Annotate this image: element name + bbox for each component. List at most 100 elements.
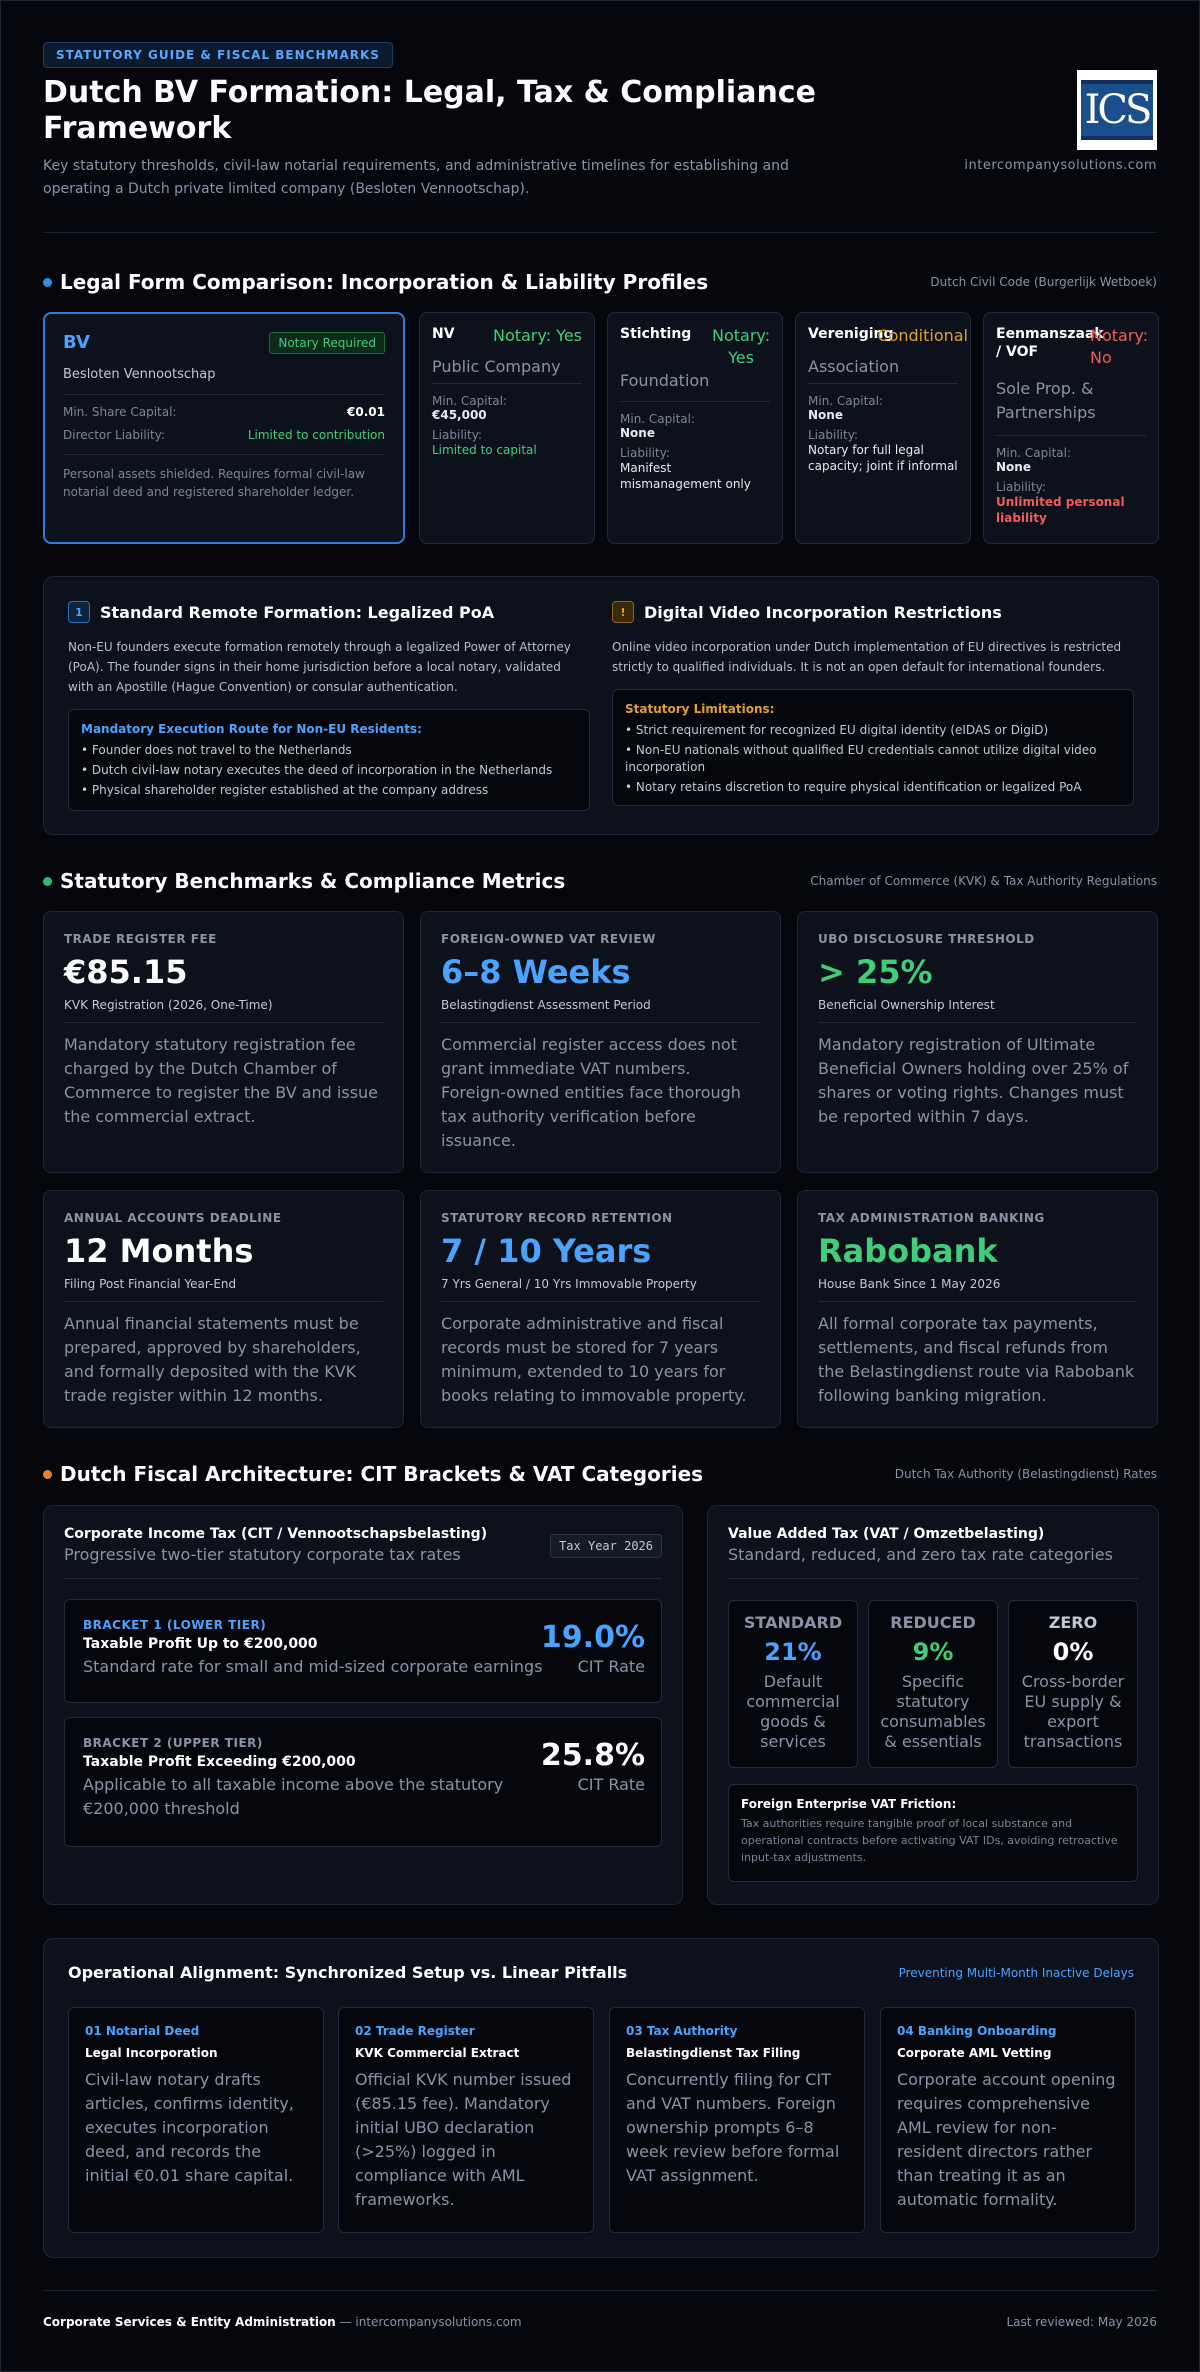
list-item: • Notary retains discretion to require p…	[625, 780, 1082, 794]
execution-route-box: Mandatory Execution Route for Non-EU Res…	[68, 709, 590, 811]
step-description: Civil-law notary drafts articles, confir…	[85, 2070, 294, 2185]
legal-form-card-eenmanszaak[interactable]: Eenmanszaak / VOF Notary: No Sole Prop. …	[983, 312, 1159, 544]
metric-subtitle: House Bank Since 1 May 2026	[818, 1277, 1001, 1291]
vat-rate-percent: 9%	[912, 1638, 954, 1666]
legal-form-name: Association	[808, 357, 900, 376]
metric-description: All formal corporate tax payments, settl…	[818, 1314, 1135, 1405]
footer-domain-link[interactable]: intercompanysolutions.com	[355, 2315, 522, 2329]
liability-label: Liability:	[620, 446, 670, 460]
cit-bracket-1: BRACKET 1 (LOWER TIER) Taxable Profit Up…	[64, 1599, 662, 1703]
vat-panel: Value Added Tax (VAT / Omzetbelasting) S…	[707, 1505, 1159, 1905]
cit-rate-value: 25.8%	[540, 1738, 645, 1773]
footer-separator: —	[335, 2315, 356, 2329]
operational-link[interactable]: Preventing Multi-Month Inactive Delays	[898, 1966, 1134, 1980]
section-dot-icon	[43, 1470, 52, 1479]
warning-icon: !	[612, 601, 634, 623]
divider	[64, 1578, 662, 1579]
list-item: • Founder does not travel to the Netherl…	[81, 743, 352, 757]
metric-card-annual-accounts: ANNUAL ACCOUNTS DEADLINE 12 Months Filin…	[43, 1190, 404, 1428]
legal-form-code: Vereniging	[808, 326, 894, 342]
metric-description: Commercial register access does not gran…	[441, 1035, 741, 1150]
metric-label: STATUTORY RECORD RETENTION	[441, 1211, 673, 1225]
vat-rate-percent: 21%	[764, 1638, 822, 1666]
metric-value: > 25%	[818, 953, 933, 991]
statutory-limitations-list: • Strict requirement for recognized EU d…	[625, 722, 1121, 796]
statutory-limitations-box: Statutory Limitations: • Strict requirem…	[612, 689, 1134, 806]
step-banking-onboarding: 04 Banking Onboarding Corporate AML Vett…	[880, 2007, 1136, 2233]
metric-description: Corporate administrative and fiscal reco…	[441, 1314, 747, 1405]
notary-status: Conditional	[877, 326, 968, 345]
cit-rate-label: CIT Rate	[577, 1775, 645, 1794]
metric-label: UBO DISCLOSURE THRESHOLD	[818, 932, 1035, 946]
bracket-label: BRACKET 1 (LOWER TIER)	[83, 1618, 267, 1632]
legal-form-card-top: Stichting Notary: Yes Foundation	[620, 325, 770, 395]
cit-title: Corporate Income Tax (CIT / Vennootschap…	[64, 1526, 488, 1542]
step-description: Concurrently filing for CIT and VAT numb…	[626, 2070, 840, 2185]
last-reviewed: Last reviewed: May 2026	[1006, 2315, 1157, 2329]
step-title: Corporate AML Vetting	[897, 2046, 1052, 2060]
legal-form-card-stichting[interactable]: Stichting Notary: Yes Foundation Min. Ca…	[607, 312, 783, 544]
min-capital-value: None	[620, 426, 655, 440]
metric-card-ubo-threshold: UBO DISCLOSURE THRESHOLD > 25% Beneficia…	[797, 911, 1158, 1173]
bracket-label: BRACKET 2 (UPPER TIER)	[83, 1736, 263, 1750]
step-number: 03 Tax Authority	[626, 2024, 738, 2038]
legal-form-card-top: Vereniging Conditional Association	[808, 325, 968, 377]
video-incorporation-title: Digital Video Incorporation Restrictions	[644, 602, 1002, 622]
legal-form-card-nv[interactable]: NV Notary: Yes Public Company Min. Capit…	[419, 312, 595, 544]
metric-description: Mandatory registration of Ultimate Benef…	[818, 1035, 1129, 1126]
notary-status: Notary: Yes	[492, 326, 582, 345]
bracket-rate: 25.8% CIT Rate	[541, 1738, 645, 1794]
divider	[64, 1022, 383, 1023]
header-domain-link[interactable]: intercompanysolutions.com	[964, 158, 1157, 173]
list-item: • Non-EU nationals without qualified EU …	[625, 743, 1097, 774]
legal-form-card-vereniging[interactable]: Vereniging Conditional Association Min. …	[795, 312, 971, 544]
metric-label: ANNUAL ACCOUNTS DEADLINE	[64, 1211, 282, 1225]
benchmarks-section-heading: Statutory Benchmarks & Compliance Metric…	[43, 866, 1157, 896]
fiscal-section-heading: Dutch Fiscal Architecture: CIT Brackets …	[43, 1459, 1157, 1489]
benchmarks-source: Chamber of Commerce (KVK) & Tax Authorit…	[810, 874, 1157, 888]
liability-value: Notary for full legal capacity; joint if…	[808, 443, 958, 473]
page-title: Dutch BV Formation: Legal, Tax & Complia…	[43, 75, 816, 146]
legal-form-code: BV	[63, 332, 90, 353]
step-description: Corporate account opening requires compr…	[897, 2070, 1116, 2209]
metric-description: Annual financial statements must be prep…	[64, 1314, 361, 1405]
metric-subtitle: KVK Registration (2026, One-Time)	[64, 998, 273, 1012]
legal-form-card-bv[interactable]: BV Notary Required Besloten Vennootschap…	[43, 312, 405, 544]
liability-label: Liability:	[432, 428, 482, 442]
formation-panel: 1 Standard Remote Formation: Legalized P…	[43, 576, 1159, 835]
legal-form-name: Public Company	[432, 357, 561, 376]
vat-rate-percent: 0%	[1052, 1638, 1094, 1666]
liability-value: Unlimited personal liability	[996, 495, 1125, 525]
metric-card-record-retention: STATUTORY RECORD RETENTION 7 / 10 Years …	[420, 1190, 781, 1428]
metric-card-tax-banking: TAX ADMINISTRATION BANKING Rabobank Hous…	[797, 1190, 1158, 1428]
divider	[728, 1578, 1138, 1579]
vat-rate-name: REDUCED	[890, 1613, 976, 1632]
share-capital-label: Min. Share Capital:	[63, 405, 177, 419]
divider	[620, 401, 770, 402]
step-number-badge: 1	[68, 601, 90, 623]
divider	[808, 383, 958, 384]
cit-bracket-2: BRACKET 2 (UPPER TIER) Taxable Profit Ex…	[64, 1717, 662, 1847]
divider	[996, 435, 1146, 436]
vat-rate-reduced: REDUCED 9% Specific statutory consumable…	[868, 1600, 998, 1768]
vat-friction-text: Tax authorities require tangible proof o…	[741, 1817, 1118, 1864]
metric-value: 7 / 10 Years	[441, 1232, 652, 1270]
fiscal-title: Dutch Fiscal Architecture: CIT Brackets …	[60, 1462, 704, 1486]
metric-value: Rabobank	[818, 1232, 998, 1270]
footer-left: Corporate Services & Entity Administrati…	[43, 2315, 522, 2329]
vat-friction-title: Foreign Enterprise VAT Friction:	[741, 1797, 957, 1811]
step-number: 01 Notarial Deed	[85, 2024, 200, 2038]
ics-logo[interactable]: ICS	[1077, 70, 1157, 150]
step-number: 02 Trade Register	[355, 2024, 475, 2038]
list-item: • Strict requirement for recognized EU d…	[625, 723, 1049, 737]
vat-rate-name: ZERO	[1048, 1613, 1098, 1632]
bracket-description: Standard rate for small and mid-sized co…	[83, 1657, 543, 1676]
legal-form-code: NV	[432, 326, 455, 342]
page-subtitle: Key statutory thresholds, civil-law nota…	[43, 158, 789, 197]
metric-subtitle: Beneficial Ownership Interest	[818, 998, 995, 1012]
video-incorporation-heading: ! Digital Video Incorporation Restrictio…	[612, 601, 1134, 623]
director-liability-value: Limited to contribution	[247, 428, 385, 442]
divider	[441, 1301, 760, 1302]
legal-form-source: Dutch Civil Code (Burgerlijk Wetboek)	[930, 275, 1157, 289]
